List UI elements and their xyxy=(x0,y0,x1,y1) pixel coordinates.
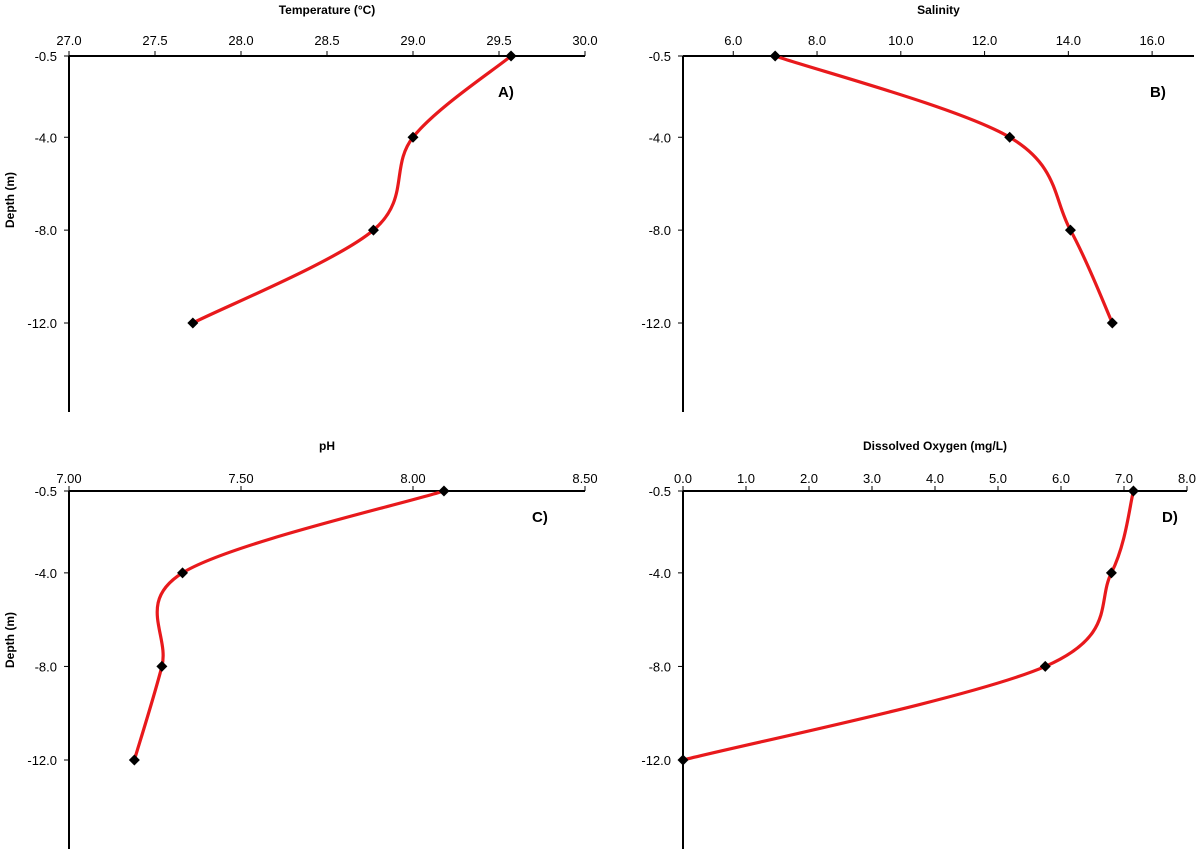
data-point-marker xyxy=(505,50,517,62)
data-point-marker xyxy=(1105,567,1117,579)
x-tick-label: 7.50 xyxy=(228,471,253,486)
x-tick-label: 27.0 xyxy=(56,33,81,48)
data-point-marker xyxy=(438,485,450,497)
x-tick-label: 7.0 xyxy=(1115,471,1133,486)
x-axis-title: pH xyxy=(319,439,335,453)
x-tick-label: 16.0 xyxy=(1139,33,1164,48)
y-tick-label: -12.0 xyxy=(27,753,57,768)
x-tick-label: 10.0 xyxy=(888,33,913,48)
series-line xyxy=(191,54,513,325)
data-point-marker xyxy=(177,567,189,579)
y-tick-label: -4.0 xyxy=(649,130,671,145)
x-tick-label: 6.0 xyxy=(1052,471,1070,486)
data-point-marker xyxy=(769,50,781,62)
data-point-marker xyxy=(367,224,379,236)
y-axis-title: Depth (m) xyxy=(3,612,17,668)
x-tick-label: 14.0 xyxy=(1056,33,1081,48)
y-tick-label: -8.0 xyxy=(35,659,57,674)
x-axis-title: Temperature (°C) xyxy=(279,3,376,17)
data-point-marker xyxy=(187,317,199,329)
x-tick-label: 6.0 xyxy=(724,33,742,48)
x-tick-label: 27.5 xyxy=(142,33,167,48)
x-tick-label: 7.00 xyxy=(56,471,81,486)
y-tick-label: -0.5 xyxy=(649,484,671,499)
x-tick-label: 0.0 xyxy=(674,471,692,486)
panel-3: 7.00 7.50 8.00 8.50 -0.5 -4.0 -8.0 -12.0 pH Depth… xyxy=(3,439,598,849)
x-tick-label: 2.0 xyxy=(800,471,818,486)
data-point-marker xyxy=(1106,317,1118,329)
data-point-marker xyxy=(1127,485,1139,497)
y-tick-label: -4.0 xyxy=(35,130,57,145)
y-tick-label: -4.0 xyxy=(649,566,671,581)
panel-4: 0.0 1.0 2.0 3.0 4.0 5.0 6.0 7.0 8.0 -0.5 -4.0 -8.0 -… xyxy=(641,439,1196,849)
y-tick-label: -8.0 xyxy=(35,223,57,238)
series-line xyxy=(132,489,446,762)
x-tick-label: 30.0 xyxy=(572,33,597,48)
panel-label: D) xyxy=(1162,509,1178,526)
y-tick-label: -0.5 xyxy=(35,484,57,499)
x-tick-label: 5.0 xyxy=(989,471,1007,486)
y-tick-label: -8.0 xyxy=(649,659,671,674)
y-tick-label: -12.0 xyxy=(27,316,57,331)
y-tick-label: -12.0 xyxy=(641,316,671,331)
x-tick-label: 28.0 xyxy=(228,33,253,48)
x-axis-title: Salinity xyxy=(917,3,960,17)
y-tick-label: -12.0 xyxy=(641,753,671,768)
panel-1: 27.0 27.5 28.0 28.5 29.0 29.5 30.0 -0.5 -4.0 -8.0… xyxy=(3,3,598,412)
data-point-marker xyxy=(156,660,168,672)
series-line xyxy=(681,489,1136,762)
x-tick-label: 3.0 xyxy=(863,471,881,486)
data-point-marker xyxy=(407,131,419,143)
panel-label: A) xyxy=(498,84,514,101)
x-tick-label: 29.0 xyxy=(400,33,425,48)
series-line xyxy=(773,54,1114,325)
x-tick-label: 8.50 xyxy=(572,471,597,486)
x-tick-label: 1.0 xyxy=(737,471,755,486)
data-point-marker xyxy=(128,754,140,766)
x-axis-title: Dissolved Oxygen (mg/L) xyxy=(863,439,1007,453)
y-tick-label: -8.0 xyxy=(649,223,671,238)
data-point-marker xyxy=(1004,131,1016,143)
y-tick-label: -0.5 xyxy=(35,49,57,64)
data-point-marker xyxy=(1064,224,1076,236)
x-tick-label: 28.5 xyxy=(314,33,339,48)
x-tick-label: 29.5 xyxy=(486,33,511,48)
data-point-marker xyxy=(1039,660,1051,672)
panel-label: C) xyxy=(532,509,548,526)
panel-2: 6.0 8.0 10.0 12.0 14.0 16.0 -0.5 -4.0 -8.0 -12.0 S… xyxy=(641,3,1194,412)
y-tick-label: -0.5 xyxy=(649,49,671,64)
x-tick-label: 4.0 xyxy=(926,471,944,486)
x-tick-label: 12.0 xyxy=(972,33,997,48)
x-tick-label: 8.00 xyxy=(400,471,425,486)
panel-label: B) xyxy=(1150,84,1166,101)
data-point-marker xyxy=(677,754,689,766)
x-tick-label: 8.0 xyxy=(1178,471,1196,486)
x-tick-label: 8.0 xyxy=(808,33,826,48)
y-tick-label: -4.0 xyxy=(35,566,57,581)
y-axis-title: Depth (m) xyxy=(3,172,17,228)
